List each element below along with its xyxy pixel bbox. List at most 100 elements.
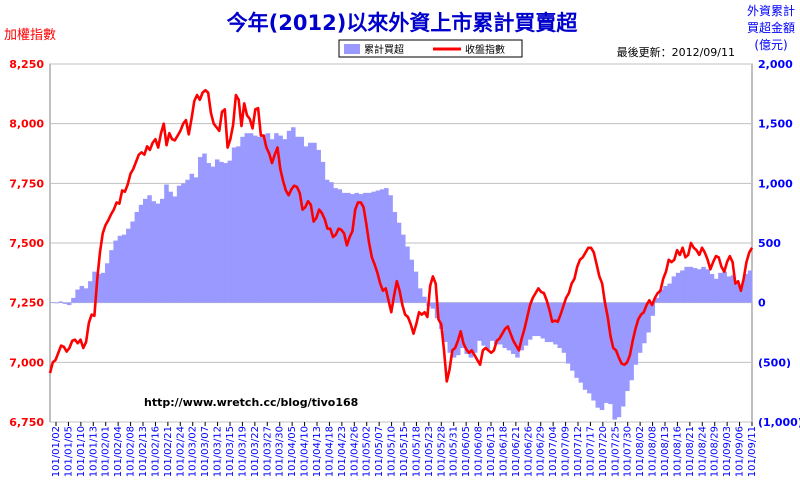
bar	[324, 179, 330, 303]
bar	[312, 142, 317, 303]
bar	[316, 149, 321, 303]
x-tick-label: 101/03/07	[200, 426, 211, 477]
bar	[646, 302, 651, 333]
bar	[202, 153, 207, 303]
bar	[362, 192, 368, 303]
bar	[472, 302, 478, 353]
bar	[675, 272, 681, 303]
bar	[561, 302, 567, 353]
bar	[671, 276, 677, 303]
bar	[223, 163, 228, 303]
legend-bar-swatch	[344, 44, 360, 54]
bar	[642, 302, 647, 344]
bar	[574, 302, 579, 378]
bar	[494, 302, 499, 345]
x-tick-label: 101/01/13	[88, 426, 99, 477]
bar	[464, 302, 469, 354]
left-tick-label: 6,750	[9, 416, 44, 429]
bar	[430, 302, 436, 309]
bar	[210, 166, 216, 303]
bar	[460, 302, 465, 349]
bar	[214, 159, 220, 303]
bar	[291, 127, 296, 303]
bar	[257, 136, 262, 303]
bar	[388, 195, 393, 303]
bar	[350, 194, 355, 303]
x-tick-label: 101/03/02	[188, 426, 199, 477]
bar	[147, 195, 152, 303]
bar	[181, 183, 186, 303]
legend-line-label: 收盤指數	[465, 43, 505, 56]
bar	[417, 288, 423, 303]
bar	[346, 192, 351, 303]
bar	[409, 259, 414, 303]
x-tick-label: 101/09/11	[747, 426, 758, 477]
x-tick-label: 101/07/20	[598, 426, 609, 477]
bar	[739, 285, 744, 303]
x-tick-label: 101/05/18	[411, 426, 422, 477]
close-index-line	[48, 88, 754, 383]
x-tick-label: 101/08/08	[648, 426, 659, 477]
bar	[536, 302, 541, 337]
bar	[50, 302, 55, 303]
x-tick-label: 101/06/21	[511, 426, 522, 477]
x-tick-label: 101/04/26	[349, 426, 360, 477]
bar	[658, 289, 664, 303]
bar	[219, 161, 224, 303]
bar	[269, 139, 275, 303]
x-tick-label: 101/06/29	[536, 426, 547, 477]
bar	[684, 266, 689, 303]
bar	[358, 194, 364, 303]
bar	[515, 302, 520, 358]
bar	[413, 271, 419, 303]
x-tick-label: 101/02/16	[150, 426, 161, 477]
bar	[96, 274, 102, 303]
x-tick-label: 101/07/12	[573, 426, 584, 477]
bar	[206, 163, 211, 303]
bar	[595, 302, 601, 408]
last-updated: 最後更新：2012/09/11	[617, 45, 735, 59]
bar	[286, 130, 292, 303]
bar	[587, 302, 592, 394]
bar	[747, 270, 753, 303]
x-tick-label: 101/04/05	[287, 426, 298, 477]
x-tick-label: 101/02/24	[175, 426, 186, 477]
bar	[117, 235, 123, 303]
bar	[439, 302, 444, 329]
bar	[130, 221, 135, 303]
bar	[603, 302, 609, 403]
x-tick-label: 101/08/21	[685, 426, 696, 477]
bar	[401, 234, 406, 303]
x-tick-label: 101/05/28	[436, 426, 447, 477]
bar	[104, 263, 110, 303]
x-tick-label: 101/03/15	[225, 426, 236, 477]
x-tick-label: 101/03/30	[275, 426, 286, 477]
right-tick-label: 0	[758, 297, 766, 310]
bar	[451, 302, 457, 358]
bar	[544, 302, 550, 343]
bar	[79, 285, 85, 303]
x-tick-label: 101/03/27	[262, 426, 273, 477]
bar	[718, 272, 723, 303]
bar	[743, 274, 749, 303]
x-tick-label: 101/05/02	[362, 426, 373, 477]
x-tick-label: 101/02/21	[163, 426, 174, 477]
bar	[274, 133, 279, 303]
bar	[625, 302, 630, 391]
bar	[384, 188, 389, 303]
right-axis-title-line-1: 外資累計	[747, 3, 795, 18]
bar	[329, 182, 334, 303]
x-tick-label: 101/05/31	[449, 426, 460, 477]
x-tick-label: 101/06/08	[474, 426, 485, 477]
bar	[680, 270, 685, 303]
x-tick-label: 101/07/30	[623, 426, 634, 477]
bar	[692, 268, 698, 303]
bar	[392, 211, 398, 303]
x-tick-label: 101/08/29	[710, 426, 721, 477]
bar	[481, 302, 486, 346]
x-tick-label: 101/03/12	[213, 426, 224, 477]
bar	[227, 160, 233, 303]
bar	[303, 146, 309, 303]
bar	[654, 297, 660, 303]
